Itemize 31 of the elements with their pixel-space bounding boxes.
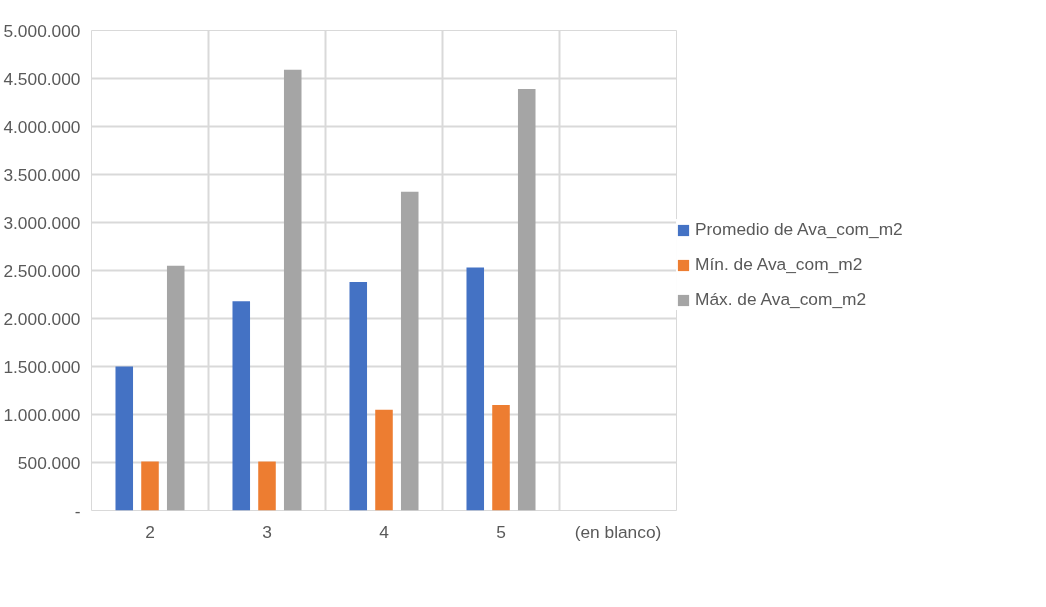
bar (232, 301, 251, 511)
y-tick-label: 4.500.000 (3, 68, 81, 89)
legend-label: Promedio de Ava_com_m2 (695, 219, 903, 240)
x-tick-label: 2 (145, 521, 155, 542)
y-tick-label: 2.000.000 (3, 308, 81, 329)
bar (166, 265, 185, 511)
y-tick-label: 2.500.000 (3, 260, 81, 281)
bar (517, 89, 536, 511)
legend-label: Máx. de Ava_com_m2 (695, 289, 867, 310)
bar (466, 267, 485, 511)
y-tick-label: 1.500.000 (3, 356, 81, 377)
y-tick-label: - (74, 500, 81, 521)
y-tick-label: 4.000.000 (3, 116, 81, 137)
bar (492, 404, 510, 511)
bar (283, 69, 302, 511)
legend-label: Mín. de Ava_com_m2 (695, 254, 863, 275)
bar (141, 461, 159, 511)
y-tick-label: 1.000.000 (3, 404, 81, 425)
x-tick-label: 4 (379, 521, 390, 542)
bar (115, 366, 134, 511)
y-tick-label: 500.000 (17, 452, 81, 473)
x-tick-label: 3 (262, 521, 272, 542)
bar (400, 191, 419, 511)
y-tick-label: 5.000.000 (3, 20, 81, 41)
y-tick-label: 3.000.000 (3, 212, 81, 233)
x-tick-label: (en blanco) (574, 521, 662, 542)
bar (375, 409, 393, 511)
x-tick-label: 5 (496, 521, 506, 542)
bar (258, 461, 276, 511)
bar (349, 282, 368, 511)
y-tick-label: 3.500.000 (3, 164, 81, 185)
